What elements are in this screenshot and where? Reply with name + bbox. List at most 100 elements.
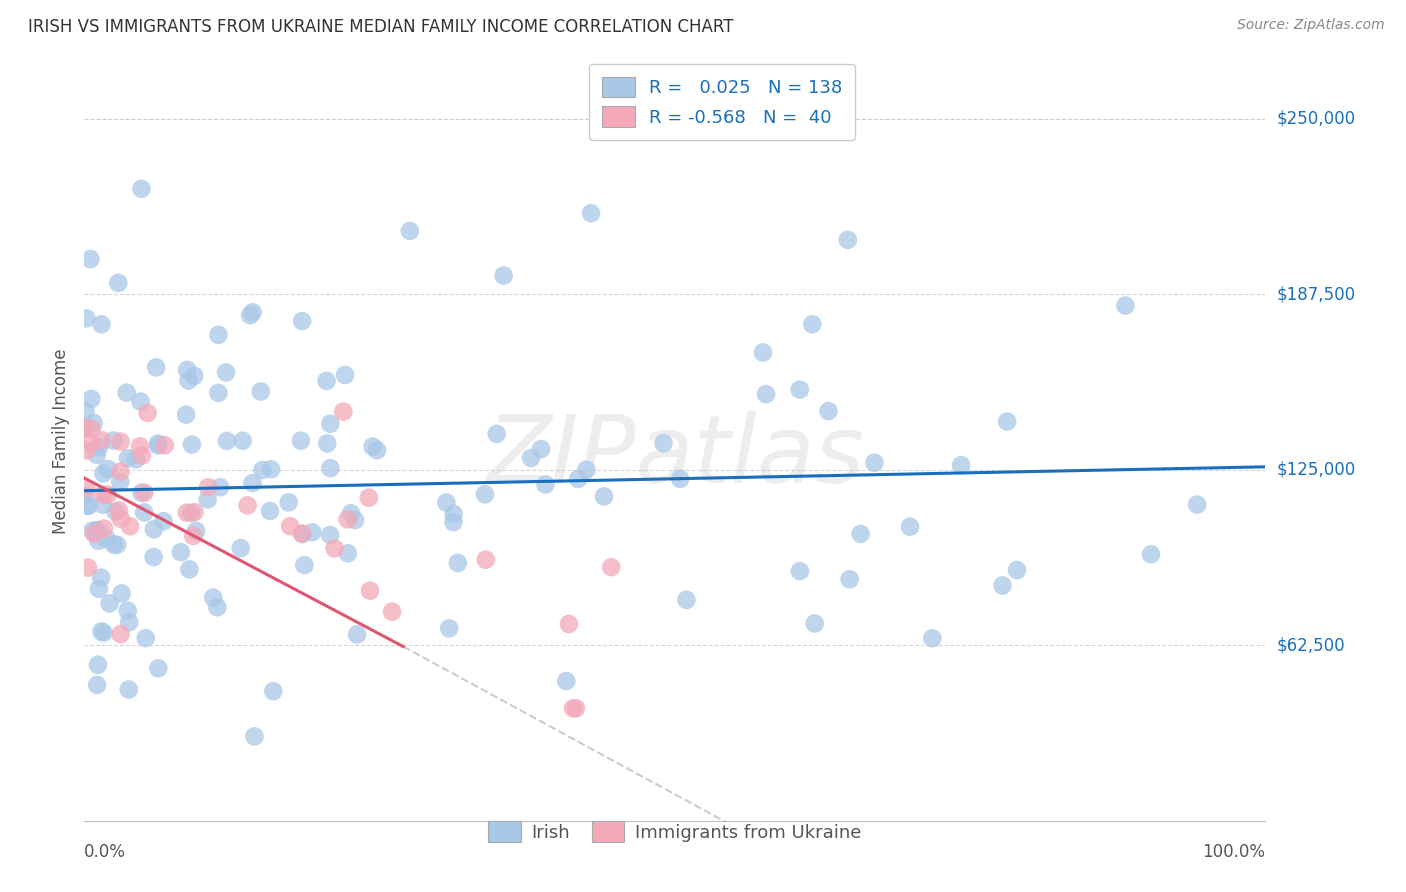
Point bbox=[117, 451, 139, 466]
Point bbox=[117, 604, 139, 618]
Point bbox=[181, 529, 204, 543]
Point bbox=[346, 627, 368, 641]
Point bbox=[381, 605, 404, 619]
Point bbox=[1185, 498, 1208, 512]
Point bbox=[75, 489, 97, 503]
Point bbox=[366, 443, 388, 458]
Point bbox=[146, 436, 169, 450]
Point bbox=[90, 571, 112, 585]
Point bbox=[319, 417, 342, 431]
Point bbox=[530, 442, 553, 456]
Point bbox=[803, 616, 825, 631]
Point bbox=[145, 360, 167, 375]
Point bbox=[80, 422, 103, 436]
Point bbox=[991, 578, 1014, 592]
Point bbox=[118, 519, 141, 533]
Point bbox=[336, 512, 359, 526]
Point bbox=[361, 440, 384, 454]
Point bbox=[950, 458, 973, 473]
Point bbox=[180, 506, 202, 520]
Point bbox=[336, 546, 359, 560]
Point bbox=[86, 448, 108, 462]
Point bbox=[177, 374, 200, 388]
Text: 100.0%: 100.0% bbox=[1202, 844, 1265, 862]
Point bbox=[105, 538, 128, 552]
Point bbox=[142, 522, 165, 536]
Point bbox=[357, 491, 380, 505]
Point bbox=[179, 562, 201, 576]
Point bbox=[184, 524, 207, 538]
Point bbox=[83, 416, 105, 430]
Point bbox=[319, 461, 342, 475]
Point bbox=[118, 615, 141, 629]
Point bbox=[79, 436, 101, 450]
Point bbox=[197, 492, 219, 507]
Text: Source: ZipAtlas.com: Source: ZipAtlas.com bbox=[1237, 18, 1385, 32]
Point bbox=[148, 439, 170, 453]
Point bbox=[229, 541, 252, 556]
Point bbox=[534, 477, 557, 491]
Point bbox=[995, 415, 1018, 429]
Point bbox=[669, 472, 692, 486]
Point bbox=[323, 541, 346, 556]
Point bbox=[136, 406, 159, 420]
Point bbox=[87, 582, 110, 596]
Point bbox=[474, 552, 496, 566]
Point bbox=[443, 515, 465, 529]
Point bbox=[243, 730, 266, 744]
Point bbox=[115, 385, 138, 400]
Point bbox=[755, 387, 778, 401]
Point bbox=[129, 439, 152, 453]
Point bbox=[443, 507, 465, 521]
Point bbox=[600, 560, 623, 574]
Point bbox=[125, 452, 148, 467]
Point bbox=[838, 572, 860, 586]
Point bbox=[817, 404, 839, 418]
Point bbox=[97, 488, 120, 502]
Point bbox=[170, 545, 193, 559]
Point bbox=[434, 495, 457, 509]
Text: $125,000: $125,000 bbox=[1277, 460, 1355, 479]
Point bbox=[558, 617, 581, 632]
Point bbox=[316, 436, 339, 450]
Point bbox=[579, 206, 602, 220]
Point bbox=[86, 524, 108, 538]
Point bbox=[183, 368, 205, 383]
Point bbox=[262, 684, 284, 698]
Point bbox=[1140, 547, 1163, 561]
Point bbox=[215, 366, 238, 380]
Point bbox=[76, 499, 98, 513]
Point bbox=[107, 276, 129, 290]
Point bbox=[148, 661, 170, 675]
Point bbox=[290, 434, 312, 448]
Point bbox=[319, 528, 342, 542]
Point bbox=[437, 622, 460, 636]
Point bbox=[103, 434, 125, 448]
Point bbox=[91, 488, 114, 502]
Point bbox=[575, 463, 598, 477]
Y-axis label: Median Family Income: Median Family Income bbox=[52, 349, 70, 534]
Point bbox=[520, 450, 543, 465]
Point bbox=[242, 476, 264, 491]
Point bbox=[93, 522, 115, 536]
Point bbox=[485, 426, 508, 441]
Point bbox=[294, 558, 316, 572]
Point bbox=[232, 434, 254, 448]
Point bbox=[110, 512, 132, 526]
Point bbox=[291, 527, 314, 541]
Point bbox=[79, 252, 101, 266]
Point bbox=[249, 384, 271, 399]
Point bbox=[152, 514, 174, 528]
Point bbox=[789, 564, 811, 578]
Point bbox=[131, 485, 153, 500]
Point bbox=[278, 519, 301, 533]
Point bbox=[207, 385, 229, 400]
Text: 0.0%: 0.0% bbox=[84, 844, 127, 862]
Point bbox=[207, 327, 229, 342]
Point bbox=[104, 505, 127, 519]
Point bbox=[76, 443, 98, 458]
Point bbox=[97, 462, 120, 476]
Point bbox=[153, 438, 176, 452]
Point bbox=[87, 533, 110, 548]
Point bbox=[291, 314, 314, 328]
